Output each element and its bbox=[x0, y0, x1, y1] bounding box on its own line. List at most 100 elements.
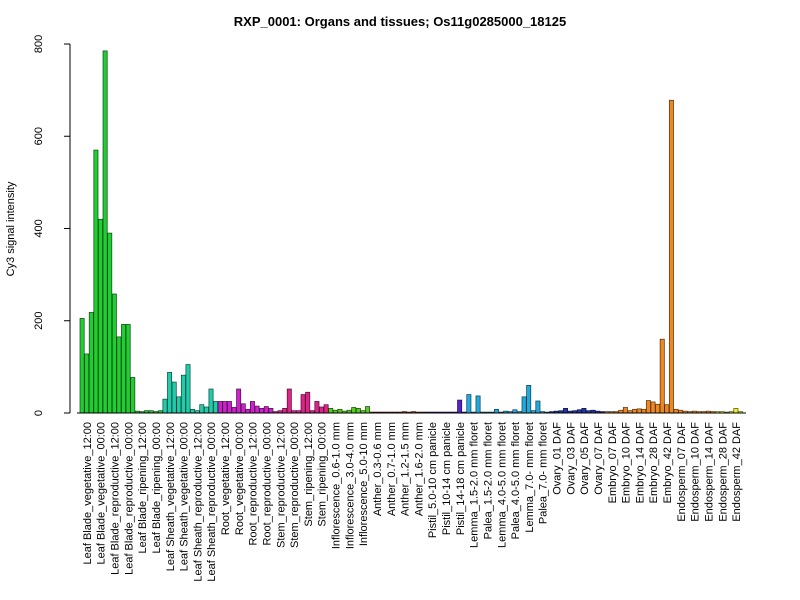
x-tick-label: Lemma_7.0- mm floret bbox=[524, 422, 536, 533]
bar bbox=[180, 374, 186, 414]
x-tick-label: Ovary_01 DAF bbox=[552, 422, 564, 495]
bar bbox=[563, 408, 568, 414]
bar bbox=[475, 395, 481, 414]
x-tick-label: Embryo_28 DAF bbox=[648, 422, 660, 504]
bar bbox=[300, 394, 306, 414]
bars bbox=[79, 50, 743, 414]
bar bbox=[466, 394, 472, 414]
x-axis-labels: Leaf Blade_vegetative_12:00 Leaf Blade_ve… bbox=[82, 422, 743, 582]
bar bbox=[263, 406, 269, 414]
x-tick-label: Endosperm_28 DAF bbox=[717, 422, 729, 522]
bar bbox=[521, 396, 527, 414]
bar bbox=[98, 218, 103, 414]
x-tick-label: Leaf Sheath_vegetative_00:00 bbox=[179, 422, 191, 571]
bar bbox=[664, 404, 670, 414]
bar bbox=[733, 408, 739, 414]
x-tick-label: Embryo_07 DAF bbox=[607, 422, 619, 504]
bar bbox=[286, 388, 292, 414]
bar bbox=[130, 377, 136, 414]
bar bbox=[203, 406, 209, 414]
bar bbox=[337, 408, 343, 414]
y-axis: 0 200 400 600 800 bbox=[33, 35, 71, 416]
bar bbox=[190, 408, 196, 414]
x-tick-label: Root_reproductive_00:00 bbox=[261, 422, 273, 546]
bar bbox=[226, 401, 232, 414]
x-tick-label: Endosperm_42 DAF bbox=[731, 422, 743, 522]
x-tick-label: Inflorescence_3.0-4.0 mm bbox=[344, 422, 356, 549]
bar bbox=[79, 318, 85, 414]
y-axis-label: Cy3 signal intensity bbox=[5, 181, 17, 276]
bar bbox=[102, 50, 108, 414]
x-tick-label: Stem_ripening_12:00 bbox=[303, 422, 315, 527]
x-tick-label: Ovary_03 DAF bbox=[565, 422, 577, 495]
bar bbox=[259, 408, 265, 414]
x-tick-label: Embryo_42 DAF bbox=[662, 422, 674, 504]
bar bbox=[650, 401, 656, 414]
x-tick-label: Root_reproductive_12:00 bbox=[248, 422, 260, 546]
bar bbox=[217, 401, 223, 414]
bar bbox=[222, 401, 228, 414]
bar bbox=[268, 408, 274, 414]
bar bbox=[88, 312, 94, 414]
bar bbox=[167, 372, 173, 414]
bar bbox=[494, 408, 499, 414]
bar bbox=[199, 404, 205, 414]
bar bbox=[84, 353, 90, 414]
bar bbox=[636, 408, 642, 414]
bar bbox=[185, 364, 191, 414]
bar bbox=[305, 391, 311, 414]
bar bbox=[236, 388, 242, 414]
x-tick-label: Anther_0.7-1.0 mm bbox=[386, 422, 398, 516]
x-tick-label: Stem_reproductive_00:00 bbox=[289, 422, 301, 548]
x-tick-label: Palea_1.5-2.0 mm floret bbox=[482, 422, 494, 539]
bar bbox=[176, 396, 182, 414]
x-tick-label: Ovary_07 DAF bbox=[593, 422, 605, 495]
x-tick-label: Anther_1.2-1.5 mm bbox=[400, 422, 412, 516]
bar bbox=[323, 404, 329, 414]
bar bbox=[116, 336, 122, 414]
x-tick-label: Leaf Blade_ripening_12:00 bbox=[137, 422, 149, 554]
bar bbox=[282, 408, 288, 414]
bar bbox=[673, 408, 679, 414]
bar bbox=[328, 408, 334, 414]
bar bbox=[526, 384, 532, 414]
x-tick-label: Leaf Blade_vegetative_00:00 bbox=[96, 422, 108, 565]
bar bbox=[655, 403, 661, 414]
bar bbox=[240, 403, 246, 414]
x-tick-label: Root_vegetative_12:00 bbox=[220, 422, 232, 535]
x-tick-label: Stem_ripening_00:00 bbox=[317, 422, 329, 527]
x-tick-label: Palea_4.0-5.0 mm floret bbox=[510, 422, 522, 539]
bar bbox=[254, 405, 260, 414]
bar bbox=[171, 381, 177, 414]
x-tick-label: Pistil_14-18 cm panicle bbox=[455, 422, 467, 535]
y-tick-label: 200 bbox=[33, 312, 45, 330]
bar bbox=[107, 232, 113, 414]
bar bbox=[111, 293, 117, 414]
x-tick-label: Leaf Blade_vegetative_12:00 bbox=[82, 422, 94, 565]
x-tick-label: Leaf Blade_reproductive_00:00 bbox=[123, 422, 135, 575]
y-tick-label: 600 bbox=[33, 127, 45, 145]
bar bbox=[641, 408, 647, 414]
bar bbox=[668, 99, 674, 414]
x-tick-label: Ovary_05 DAF bbox=[579, 422, 591, 495]
x-tick-label: Palea_7.0- mm floret bbox=[538, 422, 550, 524]
y-tick-label: 0 bbox=[33, 410, 45, 416]
x-tick-label: Pistil_5.0-10 cm panicle bbox=[427, 422, 439, 538]
x-tick-label: Leaf Sheath_reproductive_12:00 bbox=[192, 422, 204, 582]
bar bbox=[250, 401, 255, 414]
bar bbox=[162, 398, 168, 414]
x-tick-label: Leaf Blade_reproductive_12:00 bbox=[110, 422, 122, 575]
x-tick-label: Leaf Blade_ripening_00:00 bbox=[151, 422, 163, 554]
x-tick-label: Lemma_1.5-2.0 mm floret bbox=[469, 422, 481, 548]
x-tick-label: Lemma_4.0-5.0 mm floret bbox=[496, 422, 508, 548]
bar bbox=[208, 388, 214, 414]
y-tick-label: 800 bbox=[33, 35, 45, 53]
x-tick-label: Leaf Sheath_vegetative_12:00 bbox=[165, 422, 177, 571]
bar bbox=[632, 408, 638, 414]
bar bbox=[121, 324, 126, 414]
bar bbox=[581, 408, 587, 414]
bar bbox=[245, 408, 251, 414]
x-tick-label: Root_vegetative_00:00 bbox=[234, 422, 246, 535]
x-tick-label: Endosperm_14 DAF bbox=[703, 422, 715, 522]
